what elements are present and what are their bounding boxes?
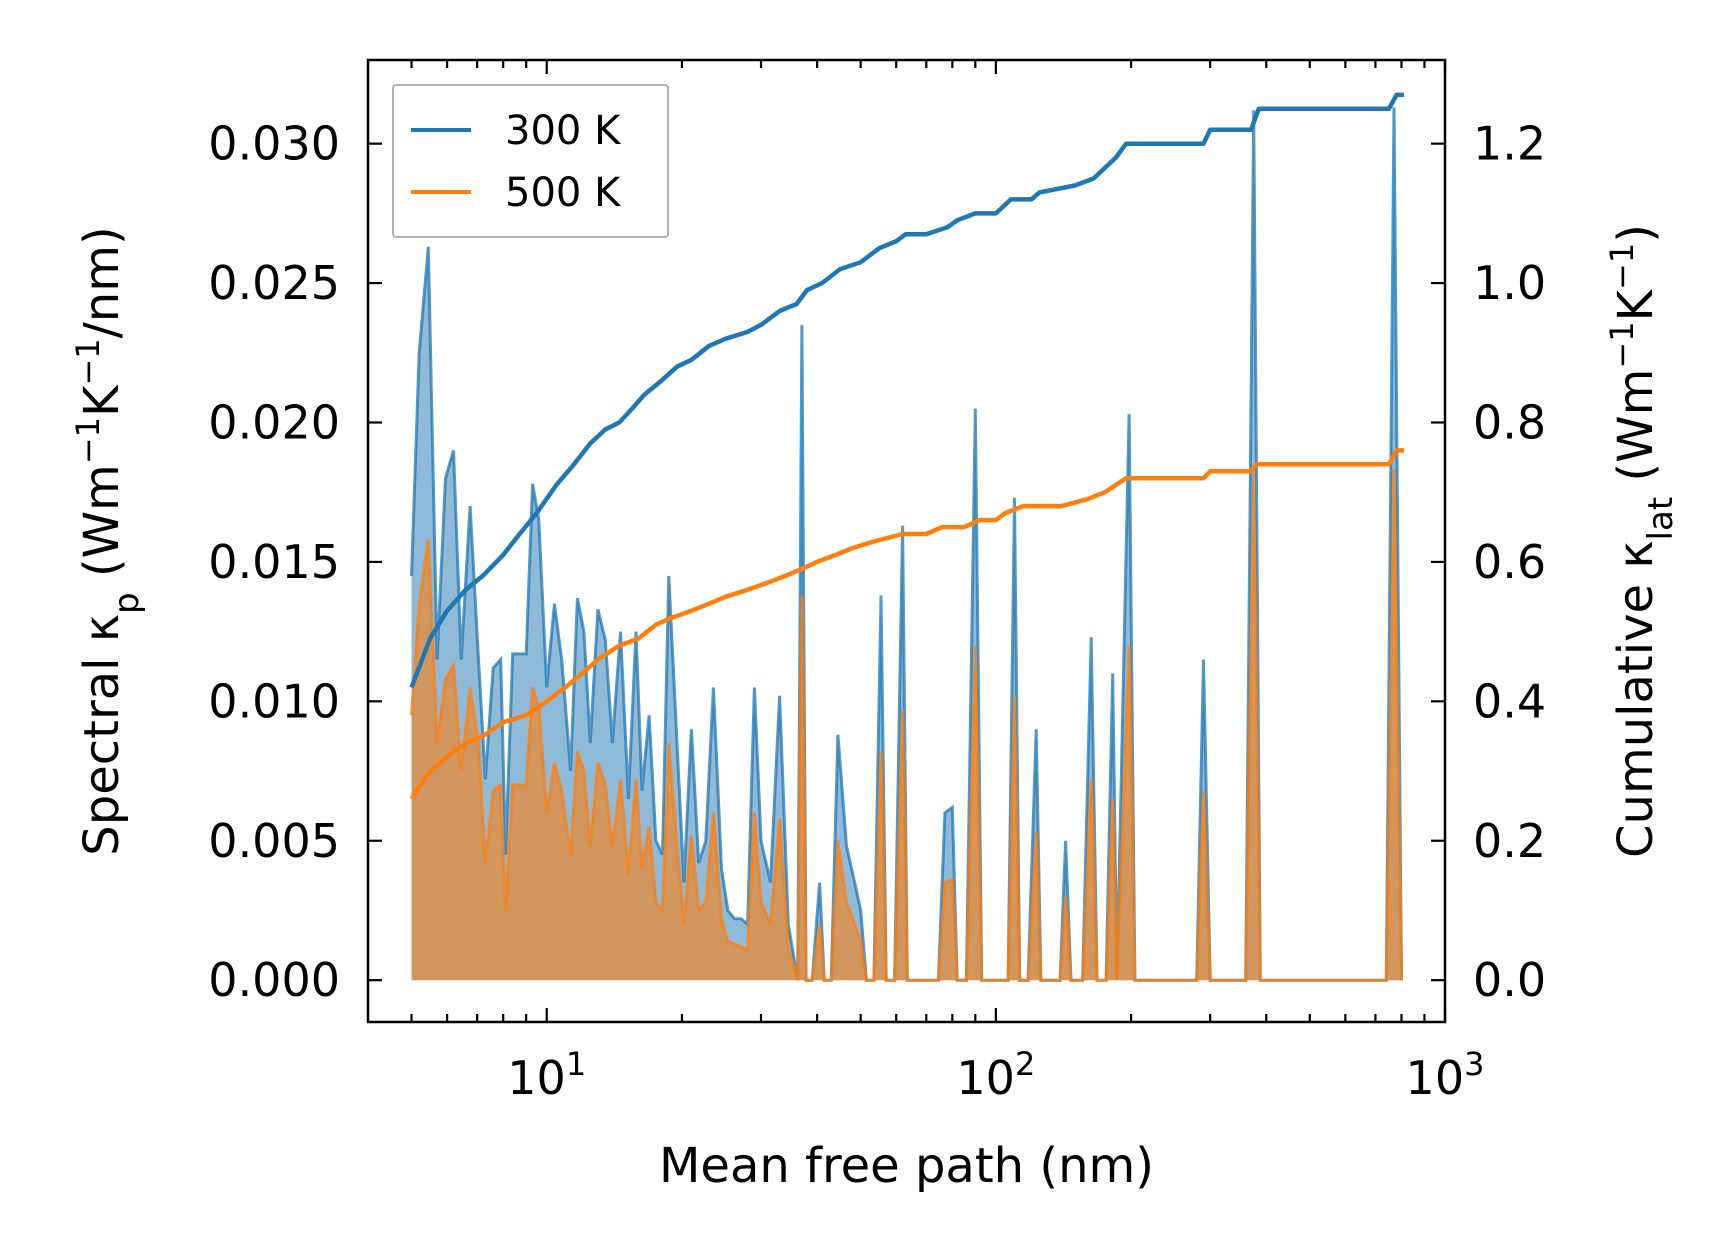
legend-box — [392, 84, 669, 238]
spectral-line-500k — [410, 469, 1403, 982]
spectral-fill-500k — [411, 469, 1402, 981]
y-left-tick-label: 0.015 — [208, 535, 340, 589]
y-left-tick-label: 0.010 — [208, 674, 340, 728]
legend-label-300k: 300 K — [505, 108, 622, 154]
cumulative-line-500k — [409, 448, 1404, 801]
spectral-fills — [410, 107, 1403, 982]
y-right-tick-label: 0.0 — [1473, 953, 1546, 1007]
y-right-tick-label: 0.2 — [1473, 814, 1546, 868]
y-right-tick-label: 0.8 — [1473, 395, 1546, 449]
legend: 300 K 500 K — [392, 84, 669, 238]
cumulative-line-300k — [409, 92, 1404, 689]
y-right-tick-label: 1.2 — [1473, 117, 1546, 171]
y-axis-right-label: Cumulative κlat (Wm−1K−1) — [1603, 224, 1681, 858]
y-left-tick-label: 0.005 — [208, 814, 340, 868]
data-lines — [409, 92, 1404, 801]
legend-label-500k: 500 K — [505, 170, 622, 216]
y-right-tick-label: 0.6 — [1473, 535, 1546, 589]
y-axis-left-label: Spectral κp (Wm−1K−1/nm) — [69, 226, 147, 855]
y-left-tick-label: 0.025 — [208, 256, 340, 310]
y-left-tick-label: 0.000 — [208, 953, 340, 1007]
plot-frame — [366, 58, 1447, 1024]
x-tick-label: 102 — [956, 1045, 1035, 1105]
tick-labels: 101 102 103 0.000 0.005 0.010 0.015 0.020 0.025 0… — [208, 117, 1546, 1105]
x-axis-label: Mean free path (nm) — [659, 1138, 1154, 1194]
y-right-tick-label: 1.0 — [1473, 256, 1546, 310]
y-left-tick-label: 0.030 — [208, 117, 340, 171]
y-right-tick-label: 0.4 — [1473, 674, 1546, 728]
y-left-tick-label: 0.020 — [208, 395, 340, 449]
tick-marks — [368, 60, 1447, 1022]
x-tick-label: 101 — [507, 1045, 586, 1105]
x-tick-label: 103 — [1406, 1045, 1485, 1105]
